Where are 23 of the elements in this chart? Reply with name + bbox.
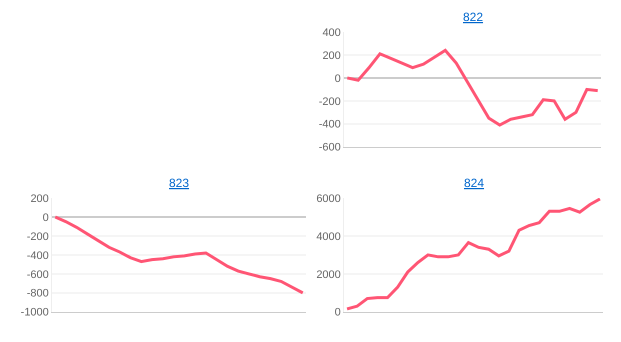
y-tick-label: 200 — [322, 50, 341, 62]
y-tick-label: 0 — [42, 212, 49, 224]
y-tick-label: 0 — [334, 72, 341, 85]
y-tick-label: -600 — [26, 268, 49, 281]
y-tick-label: 200 — [30, 192, 49, 205]
y-tick-label: -200 — [26, 230, 49, 243]
y-tick-label: -400 — [26, 250, 49, 262]
y-tick-label: 2000 — [316, 268, 341, 281]
y-tick-label: -200 — [318, 96, 341, 108]
y-tick-label: 6000 — [316, 192, 341, 205]
chart-title: 822 — [463, 10, 484, 24]
chart-title: 823 — [169, 176, 190, 190]
chart-title: 824 — [464, 176, 484, 190]
line-series — [54, 215, 304, 294]
line-series — [346, 48, 600, 127]
y-tick-label: -400 — [318, 118, 341, 131]
y-tick-label: -800 — [26, 288, 49, 300]
line-series — [346, 198, 602, 310]
y-tick-label: 4000 — [316, 230, 341, 243]
y-tick-label: -600 — [318, 142, 341, 154]
y-tick-label: 400 — [322, 26, 341, 39]
y-tick-label: 0 — [334, 306, 341, 319]
y-tick-label: -1000 — [20, 306, 49, 319]
